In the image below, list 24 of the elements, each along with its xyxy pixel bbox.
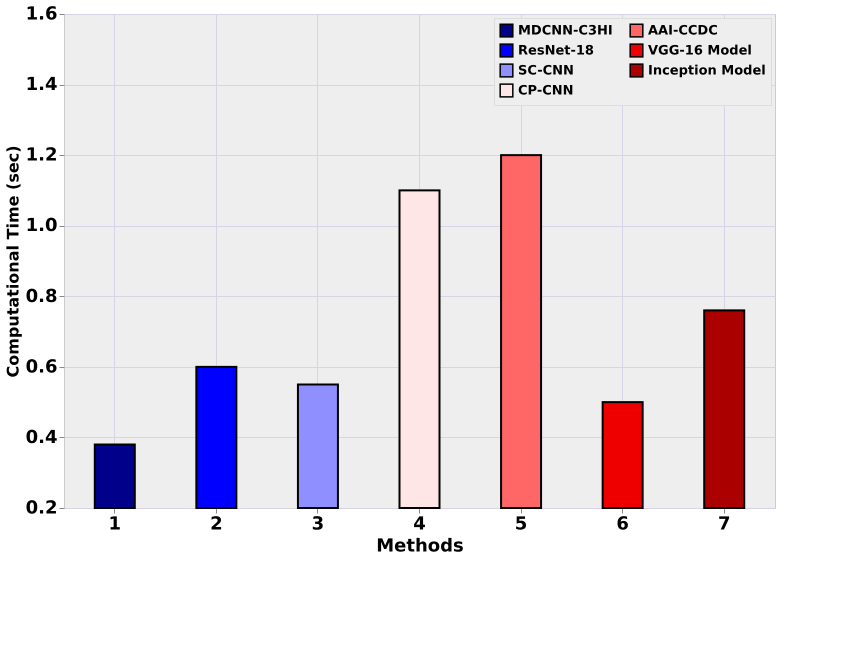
y-tick-label: 0.6	[26, 356, 58, 378]
y-tick-label: 0.4	[26, 426, 58, 448]
x-tick-label: 7	[718, 514, 730, 534]
x-tick-label: 6	[616, 514, 629, 534]
x-tick-label: 3	[312, 514, 324, 534]
x-tick-label: 4	[413, 514, 426, 534]
legend-label: SC-CNN	[518, 64, 574, 78]
legend-label: Inception Model	[648, 64, 766, 78]
y-tick-label: 1.6	[26, 4, 58, 24]
legend-label: MDCNN-C3HI	[518, 24, 613, 39]
x-tick-label: 2	[210, 514, 223, 534]
y-axis-title: Computational Time (sec)	[4, 145, 23, 378]
y-tick-label: 1.0	[26, 215, 58, 236]
x-tick-label: 5	[514, 514, 528, 534]
y-tick-label: 1.4	[26, 74, 58, 96]
y-tick-label: 0.8	[26, 286, 58, 307]
y-tick-label: 0.2	[26, 498, 58, 518]
legend-label: AAI-CCDC	[648, 24, 718, 39]
x-tick-label: 1	[108, 514, 122, 534]
y-tick-label: 1.2	[26, 144, 58, 166]
legend-label: VGG-16 Model	[648, 44, 752, 58]
x-axis-title: Methods	[376, 536, 464, 556]
legend-label: CP-CNN	[518, 84, 574, 98]
legend-label: ResNet-18	[518, 44, 594, 58]
